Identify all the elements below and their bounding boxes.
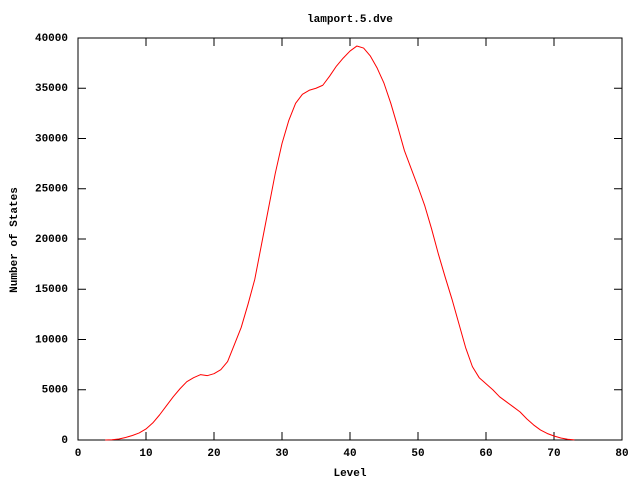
y-tick-label: 15000 [35, 284, 68, 296]
y-tick-label: 35000 [35, 83, 68, 95]
y-axis-label: Number of States [9, 187, 21, 293]
y-tick-label: 10000 [35, 334, 68, 346]
x-tick-label: 20 [207, 448, 220, 460]
y-tick-label: 5000 [42, 385, 68, 397]
x-tick-label: 0 [75, 448, 82, 460]
x-tick-label: 70 [547, 448, 560, 460]
y-tick-label: 30000 [35, 133, 68, 145]
y-tick-label: 0 [61, 435, 68, 447]
y-tick-label: 20000 [35, 234, 68, 246]
x-tick-label: 30 [275, 448, 288, 460]
x-tick-label: 10 [139, 448, 152, 460]
y-tick-label: 25000 [35, 184, 68, 196]
x-axis-label: Level [333, 468, 366, 480]
x-tick-label: 60 [479, 448, 492, 460]
x-tick-label: 40 [343, 448, 356, 460]
x-tick-label: 50 [411, 448, 424, 460]
chart-title: lamport.5.dve [307, 14, 393, 26]
y-tick-label: 40000 [35, 33, 68, 45]
data-line [105, 45, 575, 441]
x-tick-label: 80 [615, 448, 628, 460]
